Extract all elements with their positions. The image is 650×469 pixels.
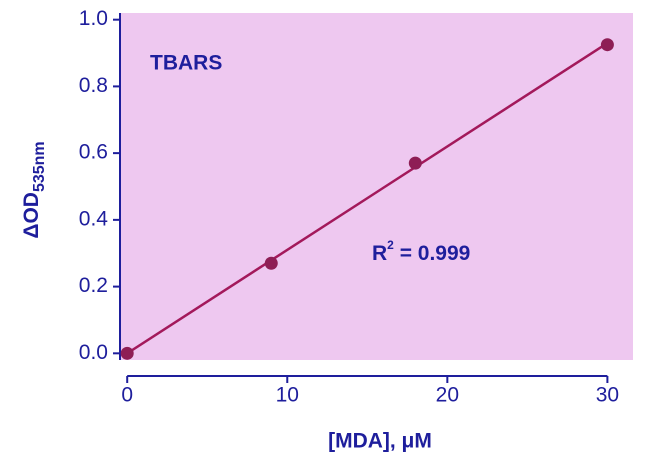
annotation-rest: = 0.999 [394,242,470,265]
x-tick-label: 30 [596,384,619,407]
y-tick-label: 0.4 [79,207,109,230]
annotation-sup: 2 [387,238,394,252]
x-tick-label: 0 [121,384,133,407]
y-label-sub: 535nm [31,141,48,192]
data-point [264,256,278,270]
annotation-base: R [372,242,387,265]
y-tick-label: 0.0 [79,341,108,364]
data-point [408,156,422,170]
y-tick-label: 0.6 [79,141,108,164]
fit-line [126,41,609,355]
x-tick-label: 10 [276,384,299,407]
y-tick-label: 0.2 [79,274,108,297]
y-tick-label: 0.8 [79,74,108,97]
data-point [120,346,134,360]
x-axis-label: [MDA], μM [328,430,432,453]
y-label-base: ΔOD [20,192,43,239]
y-tick-label: 1.0 [79,7,108,30]
x-tick-label: 20 [436,384,459,407]
annotation: R2 = 0.999 [372,238,470,264]
data-point [600,38,614,52]
y-axis-label: ΔOD535nm [20,141,49,238]
chart-title: TBARS [150,52,222,75]
